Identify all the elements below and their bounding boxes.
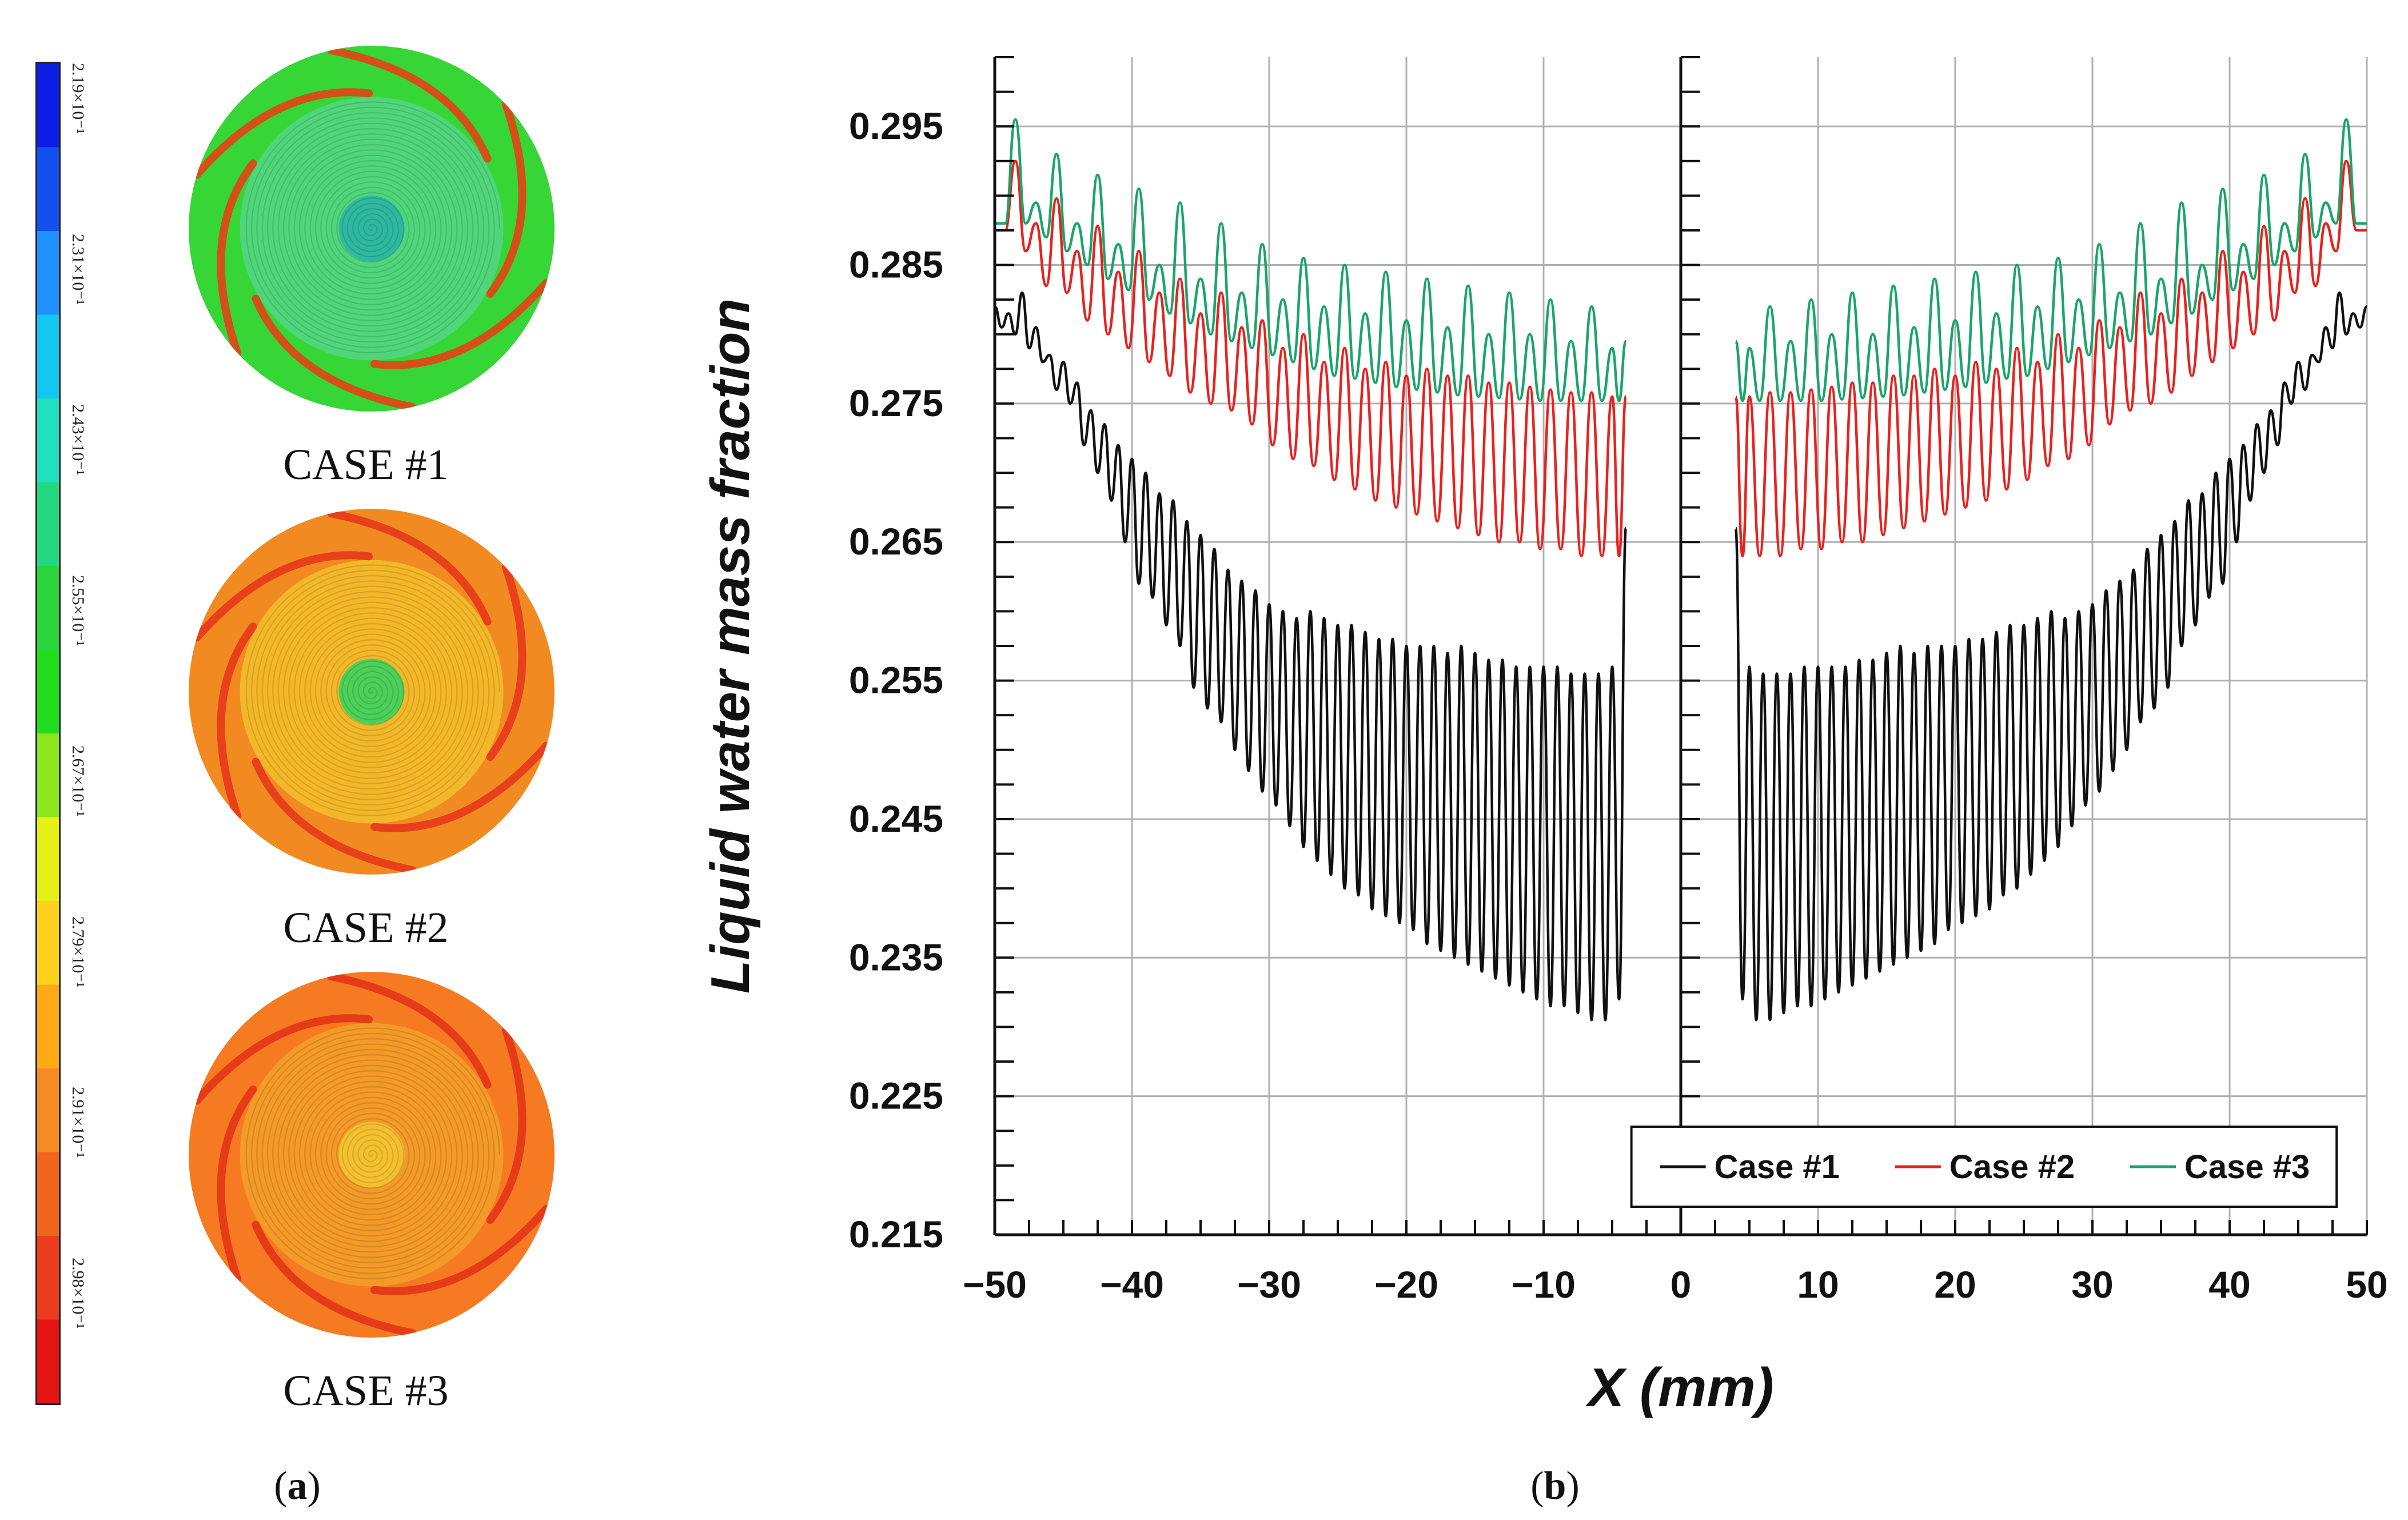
x-tick-label: −50 [963,1263,1027,1306]
inlet-streak [217,1085,257,1283]
x-tick-label: 10 [1797,1263,1839,1306]
line-chart: 0.215 0.225 0.235 0.245 0.255 0.265 0.275 0.285… [700,56,2388,1418]
series-line-1-right [1734,291,2369,1022]
y-tick-label: 0.275 [849,382,943,424]
y-tick-label: 0.285 [849,244,943,286]
inlet-streak [327,46,492,163]
inlet-streak [370,278,551,369]
inlet-streak [193,88,373,179]
inlet-streak [193,1014,373,1105]
y-axis-title: Liquid water mass fraction [700,298,761,994]
legend-entry-label: Case #3 [2184,1148,2310,1186]
inlet-streak [252,757,416,874]
spiral-grooves [245,1027,501,1280]
panel-label-b: (b) [1530,1464,1580,1508]
legend-entry-label: Case #2 [1949,1148,2075,1186]
panel-letter-b: b [1544,1464,1566,1508]
inlet-streak [193,551,373,642]
y-tick-label: 0.295 [849,105,943,147]
disk-center-region [338,659,405,725]
disk-center-region [338,1122,405,1188]
y-tick-label: 0.265 [849,520,943,562]
series-line-2-left [994,159,1628,557]
inlet-streak [370,1204,551,1295]
contour-disk-1 [189,46,555,412]
legend: Case #1 Case #2 Case #3 [1630,1125,2338,1208]
spiral-grooves [245,101,501,354]
legend-box [1630,1125,2338,1208]
x-tick-label: 50 [2346,1263,2387,1306]
x-tick-label: −30 [1237,1263,1301,1306]
axes [993,56,2368,1236]
x-tick-label: 40 [2208,1263,2250,1306]
tick-labels: 0.215 0.225 0.235 0.245 0.255 0.265 0.275 0.285… [849,105,2388,1306]
inlet-streak [486,100,527,298]
y-tick-label: 0.225 [849,1075,943,1117]
x-tick-label: −20 [1374,1263,1438,1306]
case-label-3: CASE #3 [283,1367,449,1415]
series-line-2-right [1734,159,2367,557]
spiral-grooves [245,564,501,817]
inlet-streak [327,509,492,626]
case-label-2: CASE #2 [283,904,449,952]
y-tick-label: 0.245 [849,797,943,840]
series-line-3-right [1734,118,2367,402]
case-label-1: CASE #1 [283,441,449,489]
series-line-3-left [995,118,1628,402]
inlet-streak [486,563,527,761]
inlet-streak [252,1220,416,1337]
panel-letter-a: a [287,1464,308,1508]
x-tick-label: 20 [1934,1263,1976,1306]
inlet-streak [217,622,257,820]
contour-disks [189,46,555,1338]
colorbar [35,62,61,1405]
inlet-streak [252,294,416,411]
x-axis-title: X (mm) [1585,1357,1773,1418]
series-lines [993,118,2369,1022]
inlet-streak [327,972,492,1089]
disk-center-region [338,196,405,262]
x-tick-label: 30 [2071,1263,2113,1306]
inlet-streak [370,741,551,832]
x-tick-label: 0 [1671,1263,1692,1306]
legend-entry-label: Case #1 [1715,1148,1840,1186]
x-tick-label: −10 [1512,1263,1576,1306]
x-tick-label: −40 [1100,1263,1164,1306]
y-tick-label: 0.215 [849,1213,943,1255]
y-tick-label: 0.235 [849,936,943,978]
contour-disk-3 [189,972,555,1338]
inlet-streak [217,159,257,357]
series-line-1-left [993,291,1628,1022]
contour-disk-2 [189,509,555,875]
panel-label-a: (a) [274,1464,321,1508]
inlet-streak [486,1026,527,1224]
y-tick-label: 0.255 [849,659,943,701]
